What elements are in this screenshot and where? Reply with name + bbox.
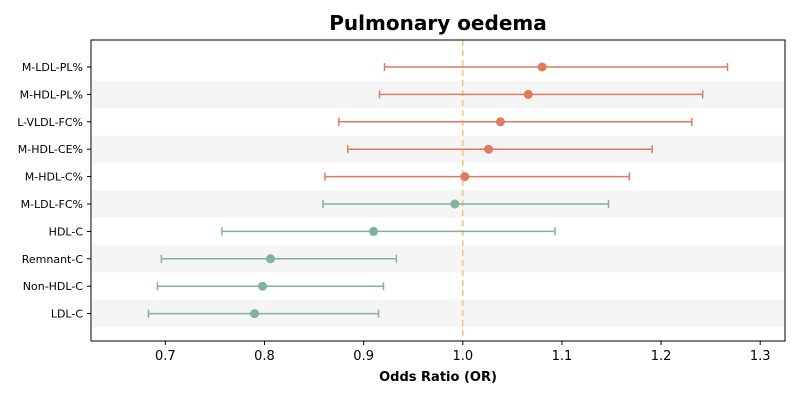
point-estimates [250, 62, 547, 319]
x-axis-label: Odds Ratio (OR) [379, 370, 497, 385]
y-tick-label: Non-HDL-C [23, 280, 84, 293]
y-tick-label: M-LDL-FC% [21, 198, 83, 211]
x-tick-label: 0.9 [353, 349, 374, 364]
y-tick-label: HDL-C [49, 225, 84, 238]
y-tick-label: M-HDL-C% [25, 171, 83, 184]
plot-frame [90, 39, 786, 342]
x-axis: 0.7 0.8 0.9 1.0 1.1 1.2 1.3 [155, 341, 771, 364]
point-estimate [258, 281, 268, 291]
y-tick-label: L-VLDL-FC% [17, 116, 83, 129]
x-tick-label: 0.8 [254, 349, 275, 364]
x-tick-label: 1.1 [552, 349, 573, 364]
x-tick-label: 0.7 [155, 349, 176, 364]
y-tick-label: M-HDL-CE% [18, 143, 83, 156]
y-axis: M-LDL-PL% M-HDL-PL% L-VLDL-FC% M-HDL-CE% M-H… [17, 61, 91, 321]
y-tick-label: M-HDL-PL% [20, 88, 83, 101]
point-estimate [460, 172, 470, 182]
point-estimate [484, 144, 494, 154]
x-tick-label: 1.0 [452, 349, 473, 364]
chart-title: Pulmonary oedema [329, 11, 546, 35]
x-tick-label: 1.3 [750, 349, 771, 364]
y-tick-label: Remnant-C [22, 253, 84, 266]
point-estimate [495, 117, 505, 127]
error-bars [147, 63, 729, 318]
point-estimate [250, 309, 260, 319]
point-estimate [369, 226, 379, 236]
point-estimate [523, 89, 533, 99]
point-estimate [265, 254, 275, 264]
y-tick-label: M-LDL-PL% [22, 61, 83, 74]
point-estimate [537, 62, 547, 72]
point-estimate [450, 199, 460, 209]
y-tick-label: LDL-C [51, 308, 84, 321]
x-tick-label: 1.2 [651, 349, 672, 364]
